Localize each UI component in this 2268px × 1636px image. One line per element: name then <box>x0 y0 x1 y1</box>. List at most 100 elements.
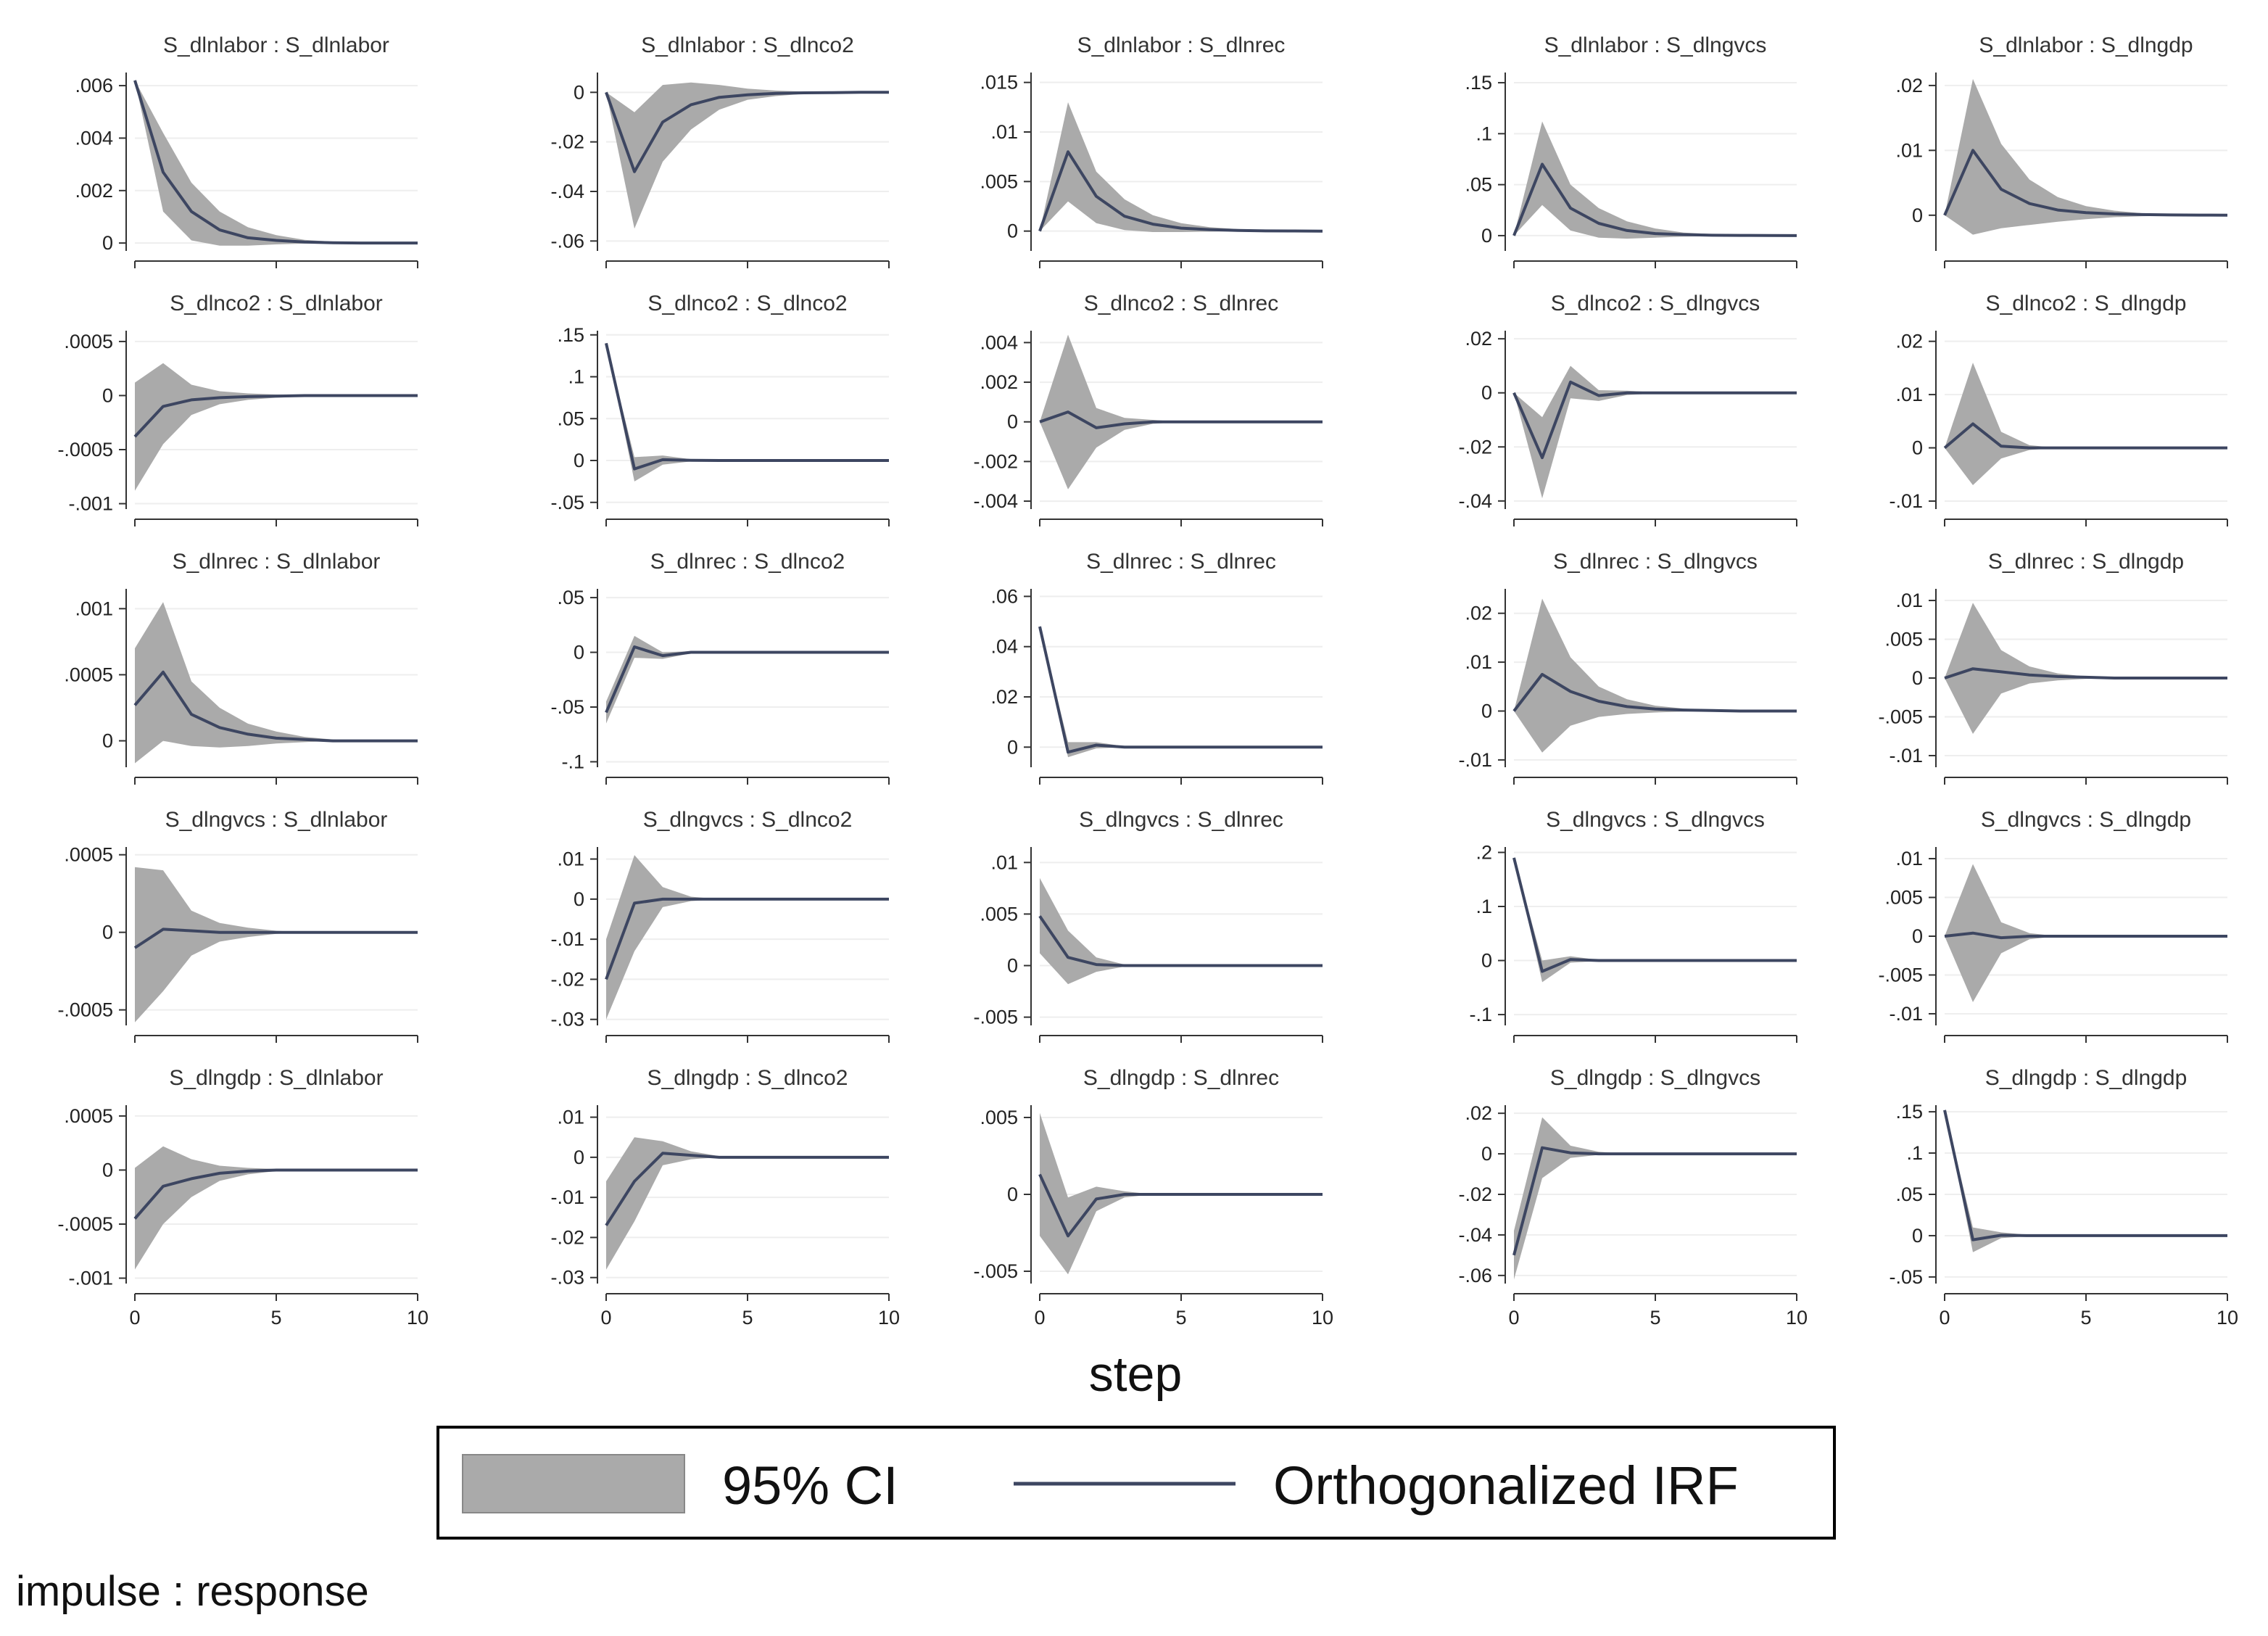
irf-line <box>605 1152 889 1226</box>
y-tick-label: -.01 <box>1889 1003 1923 1025</box>
panel-title: S_dlnrec : S_dlnlabor <box>173 550 381 574</box>
irf-line <box>1512 1146 1797 1256</box>
panel-title: S_dlnlabor : S_dlnrec <box>1077 33 1286 57</box>
y-tick-label: .0005 <box>64 1105 113 1127</box>
irf-line <box>133 928 418 949</box>
y-tick-label: .001 <box>75 598 113 619</box>
irf-panel: S_dlnco2 : S_dlnlabor .0005 0 -.0005 -.001 <box>57 292 418 526</box>
y-tick-label: .1 <box>1906 1142 1923 1164</box>
irf-line <box>1038 1173 1323 1238</box>
y-tick-label: -.02 <box>550 131 584 153</box>
y-tick-label: .02 <box>990 686 1018 708</box>
y-tick-label: .01 <box>1895 139 1923 161</box>
y-tick-label: -.01 <box>1889 490 1923 512</box>
y-tick-label: .002 <box>75 180 113 202</box>
irf-line <box>1038 150 1323 233</box>
irf-line <box>1038 626 1323 754</box>
y-tick-label: -.001 <box>68 1268 113 1289</box>
ci-band <box>135 363 418 491</box>
irf-line <box>133 80 418 245</box>
y-tick-label: -.0005 <box>57 999 113 1021</box>
irf-panel: S_dlnco2 : S_dlngdp .02 .01 0 -.01 <box>1889 292 2228 526</box>
y-tick-label: .02 <box>1895 75 1923 96</box>
panel-title: S_dlngdp : S_dlngdp <box>1985 1066 2188 1090</box>
y-tick-label: -.01 <box>550 928 584 950</box>
panel-title: S_dlnrec : S_dlnco2 <box>650 550 845 574</box>
y-tick-label: .006 <box>75 75 113 96</box>
y-tick-label: .02 <box>1465 1102 1492 1124</box>
x-tick-label: 10 <box>878 1307 900 1329</box>
impulse-response-note: impulse : response <box>16 1568 369 1615</box>
y-tick-label: 0 <box>102 384 113 406</box>
irf-panel: S_dlngvcs : S_dlngvcs .2 .1 0 -.1 <box>1469 808 1797 1043</box>
panel-title: S_dlngvcs : S_dlnlabor <box>165 808 388 832</box>
legend: 95% CI Orthogonalized IRF <box>436 1426 1836 1540</box>
irf-panel: S_dlngvcs : S_dlnlabor .0005 0 -.0005 <box>57 808 418 1043</box>
y-tick-label: .01 <box>1895 384 1923 405</box>
y-tick-label: 0 <box>102 1159 113 1181</box>
ci-band <box>1514 598 1797 753</box>
panel-title: S_dlnco2 : S_dlnco2 <box>647 292 847 315</box>
panel-title: S_dlnco2 : S_dlngdp <box>1986 292 2187 315</box>
y-tick-label: .1 <box>568 366 584 388</box>
irf-line <box>1512 380 1797 460</box>
irf-line <box>605 342 889 471</box>
x-tick-label: 0 <box>1508 1307 1519 1329</box>
irf-line <box>605 897 889 980</box>
panel-title: S_dlngdp : S_dlnco2 <box>647 1066 848 1090</box>
irf-panel: S_dlnlabor : S_dlnrec .015 .01 .005 0 <box>980 33 1323 268</box>
legend-irf-label: Orthogonalized IRF <box>1273 1455 1739 1516</box>
y-tick-label: -.01 <box>1889 745 1923 767</box>
y-tick-label: .15 <box>557 324 584 346</box>
x-tick-label: 10 <box>407 1307 429 1329</box>
x-tick-label: 0 <box>1939 1307 1950 1329</box>
y-tick-label: .005 <box>1884 629 1923 650</box>
y-tick-label: 0 <box>574 642 584 664</box>
y-tick-label: .01 <box>990 121 1018 143</box>
y-tick-label: -.02 <box>1458 1183 1492 1205</box>
irf-line <box>1943 149 2228 217</box>
y-tick-label: .02 <box>1465 603 1492 624</box>
ci-band <box>1040 877 1323 985</box>
ci-band <box>606 635 889 724</box>
y-tick-label: -.001 <box>68 493 113 515</box>
irf-panel: S_dlnlabor : S_dlngvcs .15 .1 .05 0 <box>1465 33 1797 268</box>
irf-panel: S_dlngvcs : S_dlnco2 .01 0 -.01 -.02 -.03 <box>550 808 890 1043</box>
y-tick-label: -.1 <box>561 751 584 772</box>
y-tick-label: 0 <box>1912 1225 1923 1247</box>
y-tick-label: -.01 <box>1458 749 1492 771</box>
irf-panel: S_dlngvcs : S_dlnrec .01 .005 0 -.005 <box>973 808 1323 1043</box>
y-tick-label: .05 <box>1895 1183 1923 1205</box>
ci-band <box>135 80 418 246</box>
panel-title: S_dlngdp : S_dlngvcs <box>1550 1066 1760 1090</box>
y-tick-label: 0 <box>102 922 113 943</box>
y-tick-label: -.004 <box>973 490 1018 512</box>
panel-grid: S_dlnlabor : S_dlnlabor.006.004.0020S_dl… <box>57 33 2238 1329</box>
y-tick-label: -.005 <box>1878 964 1923 986</box>
y-tick-label: .06 <box>990 585 1018 607</box>
y-tick-label: .0005 <box>64 844 113 866</box>
irf-panel: S_dlnrec : S_dlnrec .06 .04 .02 0 <box>990 550 1323 785</box>
y-tick-label: .2 <box>1476 841 1492 863</box>
irf-line <box>1039 410 1323 429</box>
irf-line <box>1038 915 1323 967</box>
irf-panel: S_dlngdp : S_dlnco2 .01 0 -.01 -.02 -.03 0 5 10 <box>550 1066 900 1329</box>
irf-panel: S_dlnlabor : S_dlnlabor .006 .004 .002 0 <box>75 33 418 268</box>
y-tick-label: 0 <box>574 1147 584 1168</box>
x-tick-label: 10 <box>1786 1307 1808 1329</box>
panel-title: S_dlnrec : S_dlngvcs <box>1553 550 1758 574</box>
y-tick-label: .01 <box>990 851 1018 873</box>
y-tick-label: 0 <box>1912 204 1923 226</box>
y-tick-label: -.05 <box>1889 1266 1923 1288</box>
x-tick-label: 5 <box>1175 1307 1186 1329</box>
y-tick-label: .01 <box>1895 848 1923 869</box>
y-tick-label: .04 <box>990 636 1018 658</box>
ci-band <box>606 82 889 229</box>
irf-line <box>1943 422 2227 450</box>
ci-band <box>1040 1112 1323 1275</box>
panel-title: S_dlnlabor : S_dlngvcs <box>1544 33 1767 57</box>
ci-band <box>1514 1117 1797 1280</box>
ci-band <box>1040 627 1323 758</box>
y-tick-label: 0 <box>102 232 113 254</box>
